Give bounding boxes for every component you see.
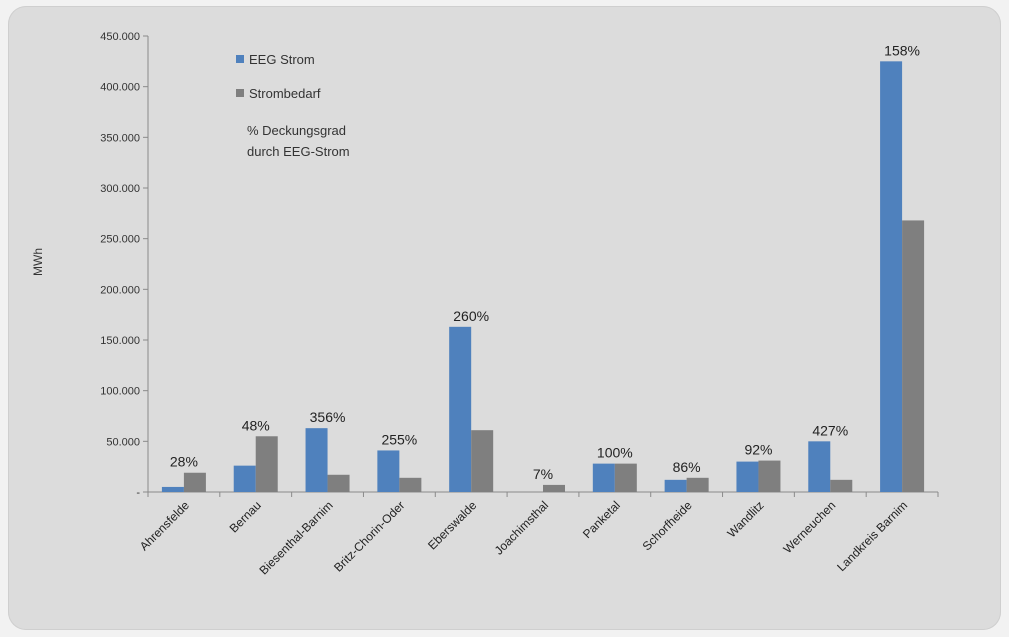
bar-eeg-strom (880, 61, 903, 492)
coverage-label: 255% (381, 431, 417, 447)
y-tick-label: 150.000 (100, 335, 140, 347)
bar-eeg-strom (808, 441, 831, 492)
bar-strombedarf (327, 474, 350, 492)
y-tick-label: 300.000 (100, 183, 140, 195)
x-tick-label: Biesenthal-Barnim (256, 498, 335, 577)
coverage-label: 92% (744, 442, 772, 458)
y-tick-label: 350.000 (100, 132, 140, 144)
y-axis-label: MWh (31, 248, 45, 276)
coverage-label: 28% (170, 454, 198, 470)
legend-note-line-2: durch EEG-Strom (247, 144, 350, 159)
coverage-label: 86% (673, 459, 701, 475)
y-tick-label: 200.000 (100, 284, 140, 296)
bar-eeg-strom (233, 465, 256, 492)
bar-eeg-strom (161, 486, 184, 492)
y-tick-label: 250.000 (100, 234, 140, 246)
legend-label-strombedarf: Strombedarf (249, 86, 321, 101)
bar-strombedarf (614, 463, 637, 492)
bar-strombedarf (399, 477, 422, 492)
bar-strombedarf (830, 479, 853, 492)
y-tick-label: 450.000 (100, 31, 140, 43)
y-tick-label: - (136, 487, 140, 499)
y-tick-label: 400.000 (100, 82, 140, 94)
bar-eeg-strom (449, 326, 472, 492)
bar-eeg-strom (305, 428, 328, 492)
bar-eeg-strom (592, 463, 615, 492)
x-tick-label: Joachimsthal (492, 498, 551, 557)
bar-strombedarf (686, 477, 709, 492)
x-tick-label: Werneuchen (781, 498, 839, 556)
bar-eeg-strom (664, 479, 687, 492)
coverage-label: 7% (533, 466, 553, 482)
x-tick-label: Wandlitz (724, 498, 766, 540)
x-tick-label: Eberswalde (425, 498, 479, 552)
bar-strombedarf (183, 472, 206, 492)
coverage-label: 356% (310, 409, 346, 425)
y-tick-label: 50.000 (106, 436, 140, 448)
bar-strombedarf (902, 220, 925, 492)
bars (161, 61, 925, 492)
y-axis: - 50.000 100.000 150.000 200.000 250.000 300.0… (100, 31, 149, 499)
legend-swatch-eeg-strom (236, 55, 244, 63)
x-tick-label: Britz-Chorin-Oder (331, 498, 407, 574)
coverage-label: 260% (453, 308, 489, 324)
x-axis: Ahrensfelde BernauBiesenthal-BarnimBritz-… (137, 491, 939, 577)
bar-strombedarf (255, 436, 278, 492)
legend-swatch-strombedarf (236, 89, 244, 97)
bar-strombedarf (758, 460, 781, 492)
coverage-label: 100% (597, 445, 633, 461)
bar-eeg-strom (377, 450, 400, 492)
bar-strombedarf (471, 430, 494, 492)
legend: EEG Strom Strombedarf % Deckungsgrad dur… (236, 52, 350, 159)
chart-panel (8, 6, 1001, 630)
coverage-label: 158% (884, 42, 920, 58)
x-tick-label: Bernau (227, 498, 264, 535)
x-tick-label: Ahrensfelde (137, 498, 192, 553)
legend-label-eeg-strom: EEG Strom (249, 52, 315, 67)
coverage-label: 48% (242, 417, 270, 433)
x-tick-label: Landkreis Barnim (834, 498, 910, 574)
coverage-label: 427% (812, 422, 848, 438)
x-tick-label: Panketal (580, 498, 623, 541)
legend-note-line-1: % Deckungsgrad (247, 123, 346, 138)
bar-strombedarf (543, 484, 565, 492)
x-tick-label: Schorfheide (640, 498, 695, 553)
bar-eeg-strom (736, 461, 759, 492)
coverage-labels: 28% 48% 356% 255% 260% 7% 100% 86% 92% 427% 158% (170, 42, 920, 482)
y-tick-label: 100.000 (100, 386, 140, 398)
